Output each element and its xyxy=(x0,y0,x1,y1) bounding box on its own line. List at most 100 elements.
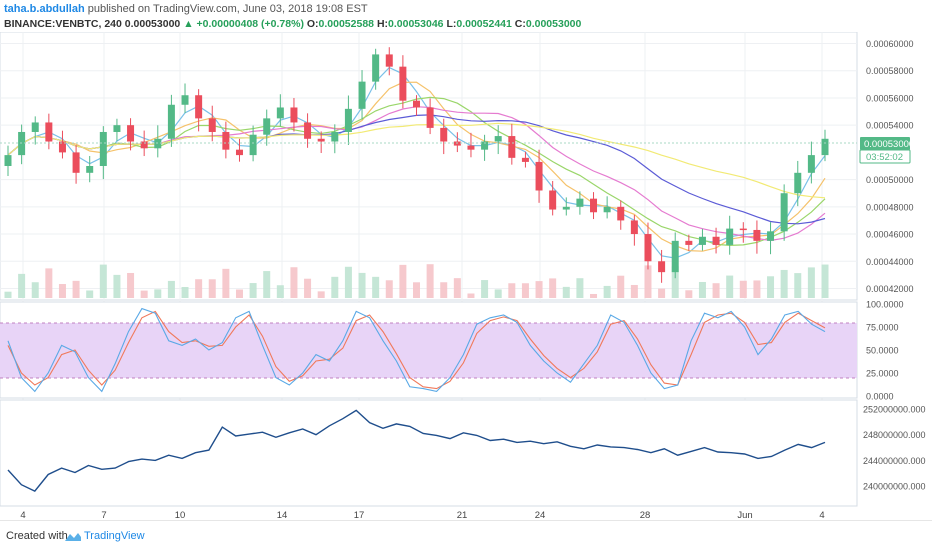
candle-body xyxy=(821,138,829,156)
candle-body xyxy=(508,136,516,158)
volume-bar xyxy=(590,293,598,298)
stoch-tick-label: 75.0000 xyxy=(866,323,899,333)
time-tick-label: 28 xyxy=(640,510,651,520)
volume-bar xyxy=(127,272,135,298)
volume-bar xyxy=(45,268,53,298)
volume-bar xyxy=(467,293,475,298)
time-tick-label: 7 xyxy=(101,510,106,520)
candle-body xyxy=(467,145,475,150)
time-tick-label: 10 xyxy=(175,510,186,520)
candle-body xyxy=(494,136,502,142)
volume-bar xyxy=(453,278,461,298)
volume-bar xyxy=(821,264,829,298)
stoch-d-line xyxy=(7,310,826,390)
obv-tick-label: 252000000.000 xyxy=(863,405,926,415)
volume-bar xyxy=(99,264,107,298)
publish-info: published on TradingView.com, June 03, 2… xyxy=(87,3,368,15)
chart-frame[interactable]: 0.00060000 0.00058000 0.00056000 0.00054000… xyxy=(0,31,932,521)
ohlc-line: BINANCE:VENBTC, 240 0.00053000 ▲ +0.0000… xyxy=(4,18,581,30)
candle-body xyxy=(698,236,706,245)
volume-bar xyxy=(521,283,529,298)
volume-bar xyxy=(181,286,189,298)
high-label: H: xyxy=(376,18,389,30)
candle-body xyxy=(290,107,298,123)
price-label: 0.00053000 xyxy=(864,139,914,150)
candle-body xyxy=(562,206,570,210)
price-tick-label: 0.00050000 xyxy=(866,175,914,185)
volume-bar xyxy=(494,289,502,298)
candle-body xyxy=(167,104,175,139)
obv-path xyxy=(7,409,826,492)
candle-body xyxy=(535,161,543,191)
time-tick-label: 24 xyxy=(535,510,546,520)
volume-bar xyxy=(767,276,775,298)
candle-body xyxy=(767,231,775,241)
price-label-box xyxy=(860,137,910,150)
volume-bar xyxy=(249,283,257,298)
volume-bar xyxy=(385,280,393,298)
candle-body xyxy=(249,134,257,156)
candle-body xyxy=(549,190,557,210)
volume-bar xyxy=(780,269,788,298)
volume-bar xyxy=(72,280,80,298)
high-value: 0.00053046 xyxy=(388,18,444,30)
candle-body xyxy=(276,107,284,119)
candle-body xyxy=(576,198,584,207)
up-arrow-icon: ▲ xyxy=(183,18,194,30)
candle-body xyxy=(208,118,216,132)
tradingview-link[interactable]: TradingView xyxy=(84,530,145,542)
stoch-tick-label: 25.0000 xyxy=(866,369,899,379)
change-value: +0.00000408 (+0.78%) xyxy=(196,18,304,30)
volume-bar xyxy=(195,279,203,298)
obv-pane[interactable] xyxy=(0,399,858,507)
volume-bar xyxy=(562,286,570,298)
candle-body xyxy=(630,220,638,235)
candle-body xyxy=(617,206,625,221)
price-axis: 0.00060000 0.00058000 0.00056000 0.00054000… xyxy=(863,39,926,491)
volume-bar xyxy=(208,279,216,298)
price-pane[interactable] xyxy=(0,31,858,301)
candle-body xyxy=(99,131,107,166)
candle-body xyxy=(358,81,366,109)
price-tick-label: 0.00054000 xyxy=(866,121,914,131)
candle-body xyxy=(426,107,434,128)
volume-bar xyxy=(263,271,271,298)
price-tick-label: 0.00056000 xyxy=(866,93,914,103)
chart-svg[interactable]: 0.00060000 0.00058000 0.00056000 0.00054000… xyxy=(0,31,932,521)
volume-bar xyxy=(18,273,26,298)
volume-bar xyxy=(630,284,638,298)
candle-body xyxy=(45,122,53,142)
tradingview-logo-icon[interactable] xyxy=(64,530,82,548)
obv-tick-label: 240000000.000 xyxy=(863,481,926,491)
candle-body xyxy=(671,240,679,273)
volume-bar xyxy=(4,291,12,298)
volume-bar xyxy=(372,276,380,298)
volume-bar xyxy=(508,283,516,298)
candle-body xyxy=(726,228,734,245)
candle-body xyxy=(372,54,380,82)
candle-body xyxy=(86,166,94,173)
candle-body xyxy=(644,234,652,262)
candle-body xyxy=(331,131,339,142)
time-tick-label: 21 xyxy=(457,510,468,520)
candle-body xyxy=(31,122,39,132)
candle-body xyxy=(195,95,203,119)
author-link[interactable]: taha.b.abdullah xyxy=(4,3,85,15)
time-tick-label: 17 xyxy=(354,510,365,520)
stoch-tick-label: 100.0000 xyxy=(866,300,904,310)
time-tick-label: 14 xyxy=(277,510,288,520)
stoch-tick-label: 50.0000 xyxy=(866,346,899,356)
volume-bar xyxy=(617,275,625,298)
close-value: 0.00053000 xyxy=(525,18,582,30)
open-value: 0.00052588 xyxy=(318,18,375,30)
price-tick-label: 0.00046000 xyxy=(866,230,914,240)
candle-body xyxy=(113,125,121,132)
volume-bar xyxy=(86,290,94,298)
candle-body xyxy=(753,229,761,241)
volume-bar xyxy=(113,274,121,298)
countdown-label: 03:52:02 xyxy=(866,152,903,163)
obv-tick-label: 244000000.000 xyxy=(863,456,926,466)
candle-body xyxy=(780,193,788,232)
volume-bar xyxy=(644,265,652,298)
countdown-box xyxy=(859,149,911,164)
